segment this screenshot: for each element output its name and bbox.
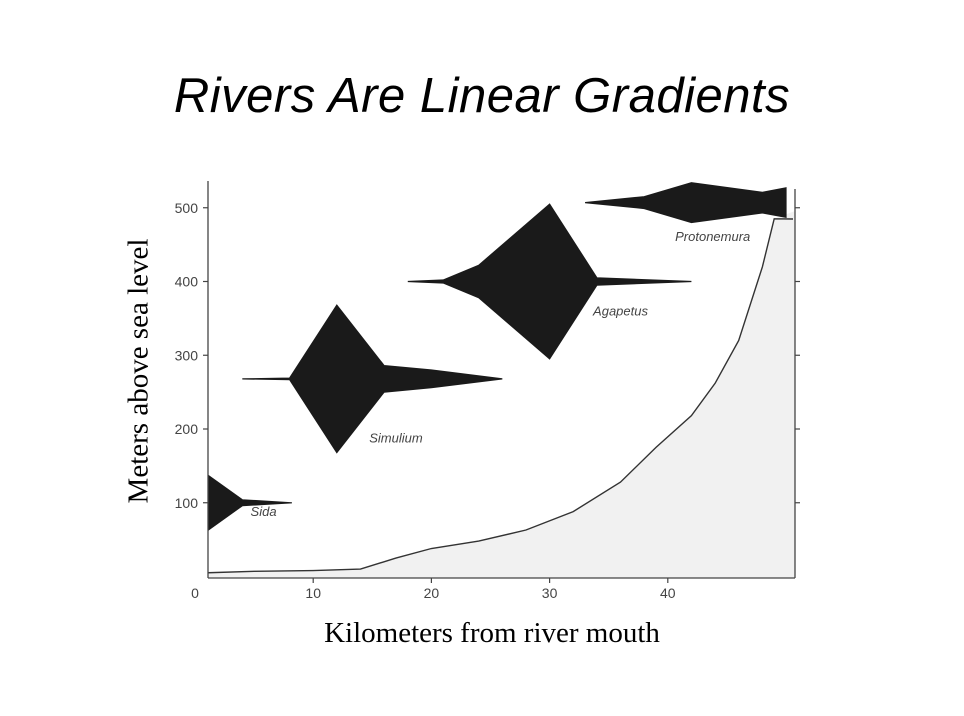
x-tick-label: 30 (542, 585, 558, 601)
y-tick-label: 200 (175, 421, 199, 437)
species-label-simulium: Simulium (369, 430, 423, 445)
kite-protonemura (585, 182, 787, 224)
y-tick-label: 500 (175, 200, 199, 216)
x-tick-label: 20 (424, 585, 440, 601)
x-axis-label: Kilometers from river mouth (324, 617, 660, 649)
species-label-agapetus: Agapetus (592, 303, 648, 318)
y-tick-label: 300 (175, 347, 199, 363)
y-axis-label: Meters above sea level (122, 238, 155, 504)
x-tick-label: 0 (191, 585, 199, 601)
slide-title: Rivers Are Linear Gradients (173, 69, 791, 123)
y-tick-label: 100 (175, 495, 199, 511)
y-tick-label: 400 (175, 274, 199, 290)
river-profile-area (208, 211, 795, 578)
kite-agapetus (407, 203, 692, 360)
kite-sida (208, 474, 292, 532)
x-tick-label: 10 (305, 585, 321, 601)
river-profile-line (208, 218, 794, 574)
kite-simulium (242, 304, 503, 454)
species-label-sida: Sida (251, 504, 277, 519)
x-tick-label: 40 (660, 585, 676, 601)
species-label-protonemura: Protonemura (675, 229, 750, 244)
